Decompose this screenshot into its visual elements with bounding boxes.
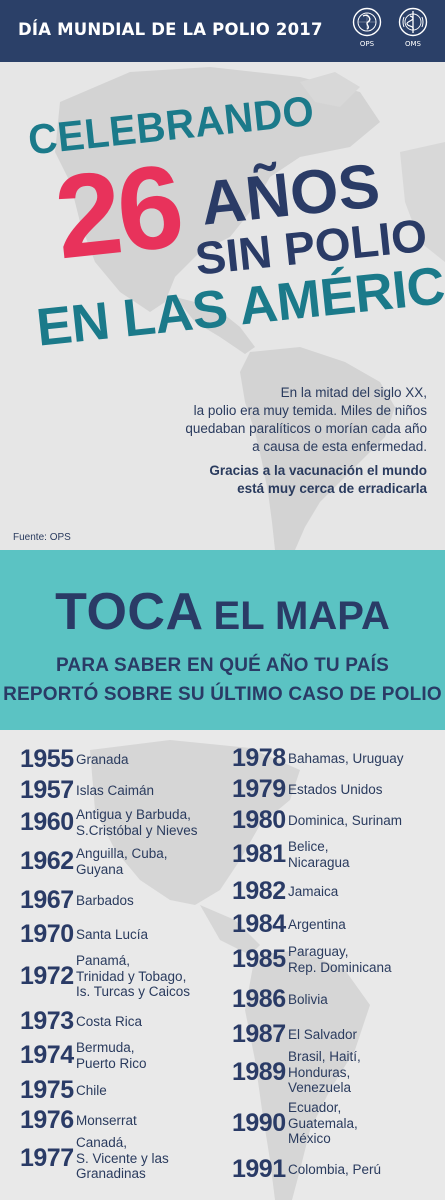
list-item-year: 1981: [232, 840, 286, 868]
list-item-country: Brasil, Haití, Honduras, Venezuela: [288, 1049, 361, 1095]
headline-number: 26: [49, 140, 186, 285]
list-item-year: 1975: [20, 1076, 74, 1104]
list-item-year: 1985: [232, 945, 286, 973]
list-item-country: Monserrat: [76, 1112, 137, 1128]
emphasis-line: está muy cerca de erradicarla: [237, 481, 427, 496]
list-item-year: 1980: [232, 806, 286, 834]
list-item-year: 1977: [20, 1143, 74, 1172]
list-item-country: Colombia, Perú: [288, 1161, 382, 1177]
list-item[interactable]: 1957 Islas Caimán: [20, 776, 154, 805]
cta-heading[interactable]: TOCA EL MAPA: [0, 582, 445, 642]
cta-heading-small: EL MAPA: [213, 594, 390, 638]
list-item[interactable]: 1985 Paraguay, Rep. Dominicana: [232, 944, 392, 975]
list-item[interactable]: 1980 Dominica, Surinam: [232, 806, 402, 835]
list-item-country: Antigua y Barbuda, S.Cristóbal y Nieves: [76, 807, 198, 838]
list-item-year: 1957: [20, 776, 74, 804]
cta-subtitle-1: PARA SABER EN QUÉ AÑO TU PAÍS: [55, 655, 390, 676]
intro-line: a causa de esta enfermedad.: [252, 439, 427, 454]
list-item-year: 1979: [232, 775, 286, 803]
cta-band: [0, 550, 445, 730]
list-item-country: Belice, Nicaragua: [288, 839, 350, 870]
list-item-year: 1972: [20, 961, 74, 990]
cta-subtitle-2: REPORTÓ SOBRE SU ÚLTIMO CASO DE POLIO: [3, 684, 442, 705]
list-item-year: 1974: [20, 1041, 74, 1069]
list-item-country: Santa Lucía: [76, 926, 149, 942]
list-item-country: Canadá, S. Vicente y las Granadinas: [76, 1135, 169, 1181]
list-item-country: Bermuda, Puerto Rico: [76, 1040, 147, 1071]
americas-map-background-lower: [90, 740, 370, 1200]
list-item-country: Ecuador, Guatemala, México: [288, 1100, 358, 1146]
list-item-year: 1967: [20, 886, 74, 914]
list-item[interactable]: 1960 Antigua y Barbuda, S.Cristóbal y Nie…: [20, 807, 198, 838]
list-item-country: Granada: [76, 751, 129, 767]
list-item-country: Bolivia: [288, 991, 328, 1007]
emphasis-line: Gracias a la vacunación el mundo: [209, 463, 427, 478]
list-item-country: Dominica, Surinam: [288, 812, 403, 828]
list-item-year: 1955: [20, 745, 74, 773]
list-item-year: 1986: [232, 985, 286, 1013]
intro-paragraph: En la mitad del siglo XX, la polio era m…: [107, 384, 427, 456]
list-item-country: Panamá, Trinidad y Tobago, Is. Turcas y …: [76, 953, 191, 999]
list-item[interactable]: 1986 Bolivia: [232, 985, 328, 1014]
list-item-country: Anguilla, Cuba, Guyana: [76, 846, 168, 877]
list-item[interactable]: 1973 Costa Rica: [20, 1007, 142, 1036]
list-item[interactable]: 1979 Estados Unidos: [232, 775, 383, 804]
list-item[interactable]: 1976 Monserrat: [20, 1106, 137, 1135]
globe-icon: [352, 7, 382, 37]
list-item[interactable]: 1962 Anguilla, Cuba, Guyana: [20, 846, 168, 877]
list-item[interactable]: 1974 Bermuda, Puerto Rico: [20, 1040, 147, 1071]
list-item-year: 1970: [20, 920, 74, 948]
list-item[interactable]: 1978 Bahamas, Uruguay: [232, 744, 404, 773]
hero-section: CELEBRANDO 26 AÑOS SIN POLIO EN LAS AMÉR…: [0, 62, 445, 550]
list-item[interactable]: 1975 Chile: [20, 1076, 107, 1105]
oms-logo-label: OMS: [405, 40, 421, 48]
country-year-list: [0, 730, 445, 1200]
list-item-year: 1989: [232, 1057, 286, 1086]
list-item[interactable]: 1991 Colombia, Perú: [232, 1155, 381, 1184]
list-item-country: Jamaica: [288, 883, 339, 899]
list-item[interactable]: 1981 Belice, Nicaragua: [232, 839, 350, 870]
intro-line: la polio era muy temida. Miles de niños: [193, 403, 427, 418]
intro-line: En la mitad del siglo XX,: [280, 385, 427, 400]
who-emblem-icon: [398, 7, 428, 37]
list-item-year: 1987: [232, 1020, 286, 1048]
list-item-country: Islas Caimán: [76, 782, 155, 798]
list-item-year: 1978: [232, 744, 286, 772]
list-item-year: 1991: [232, 1155, 286, 1183]
intro-line: quedaban paralíticos o morían cada año: [185, 421, 427, 436]
list-item-year: 1960: [20, 808, 74, 836]
list-item-country: Barbados: [76, 892, 134, 908]
list-item[interactable]: 1977 Canadá, S. Vicente y las Granadinas: [20, 1135, 169, 1182]
list-item-country: Bahamas, Uruguay: [288, 750, 404, 766]
cta-heading-big: TOCA: [55, 583, 204, 641]
list-item[interactable]: 1984 Argentina: [232, 910, 346, 939]
list-item[interactable]: 1972 Panamá, Trinidad y Tobago, Is. Turca…: [20, 953, 190, 1000]
list-item-country: Estados Unidos: [288, 781, 383, 797]
ops-logo-label: OPS: [359, 40, 375, 48]
list-item-country: Chile: [76, 1082, 107, 1098]
list-item-year: 1973: [20, 1007, 74, 1035]
list-item[interactable]: 1990 Ecuador, Guatemala, México: [232, 1100, 358, 1147]
list-item-year: 1962: [20, 847, 74, 875]
list-item[interactable]: 1967 Barbados: [20, 886, 134, 915]
source-note: Fuente: OPS: [13, 532, 71, 543]
list-item-year: 1976: [20, 1106, 74, 1134]
list-item[interactable]: 1955 Granada: [20, 745, 129, 774]
emphasis-paragraph: Gracias a la vacunación el mundo está mu…: [107, 462, 427, 498]
list-item[interactable]: 1970 Santa Lucía: [20, 920, 148, 949]
list-item-country: El Salvador: [288, 1026, 358, 1042]
list-item-country: Costa Rica: [76, 1013, 143, 1029]
list-item-year: 1984: [232, 910, 286, 938]
list-item-country: Argentina: [288, 916, 346, 932]
list-item-year: 1982: [232, 877, 286, 905]
list-item[interactable]: 1989 Brasil, Haití, Honduras, Venezuela: [232, 1049, 361, 1096]
page-title: DÍA MUNDIAL DE LA POLIO 2017: [18, 20, 323, 39]
list-item[interactable]: 1982 Jamaica: [232, 877, 338, 906]
americas-map-background: [55, 67, 445, 550]
list-item-year: 1990: [232, 1108, 286, 1137]
list-item[interactable]: 1987 El Salvador: [232, 1020, 357, 1049]
header-bar: DÍA MUNDIAL DE LA POLIO 2017 OPS OMS: [0, 0, 445, 62]
list-item-country: Paraguay, Rep. Dominicana: [288, 944, 392, 975]
